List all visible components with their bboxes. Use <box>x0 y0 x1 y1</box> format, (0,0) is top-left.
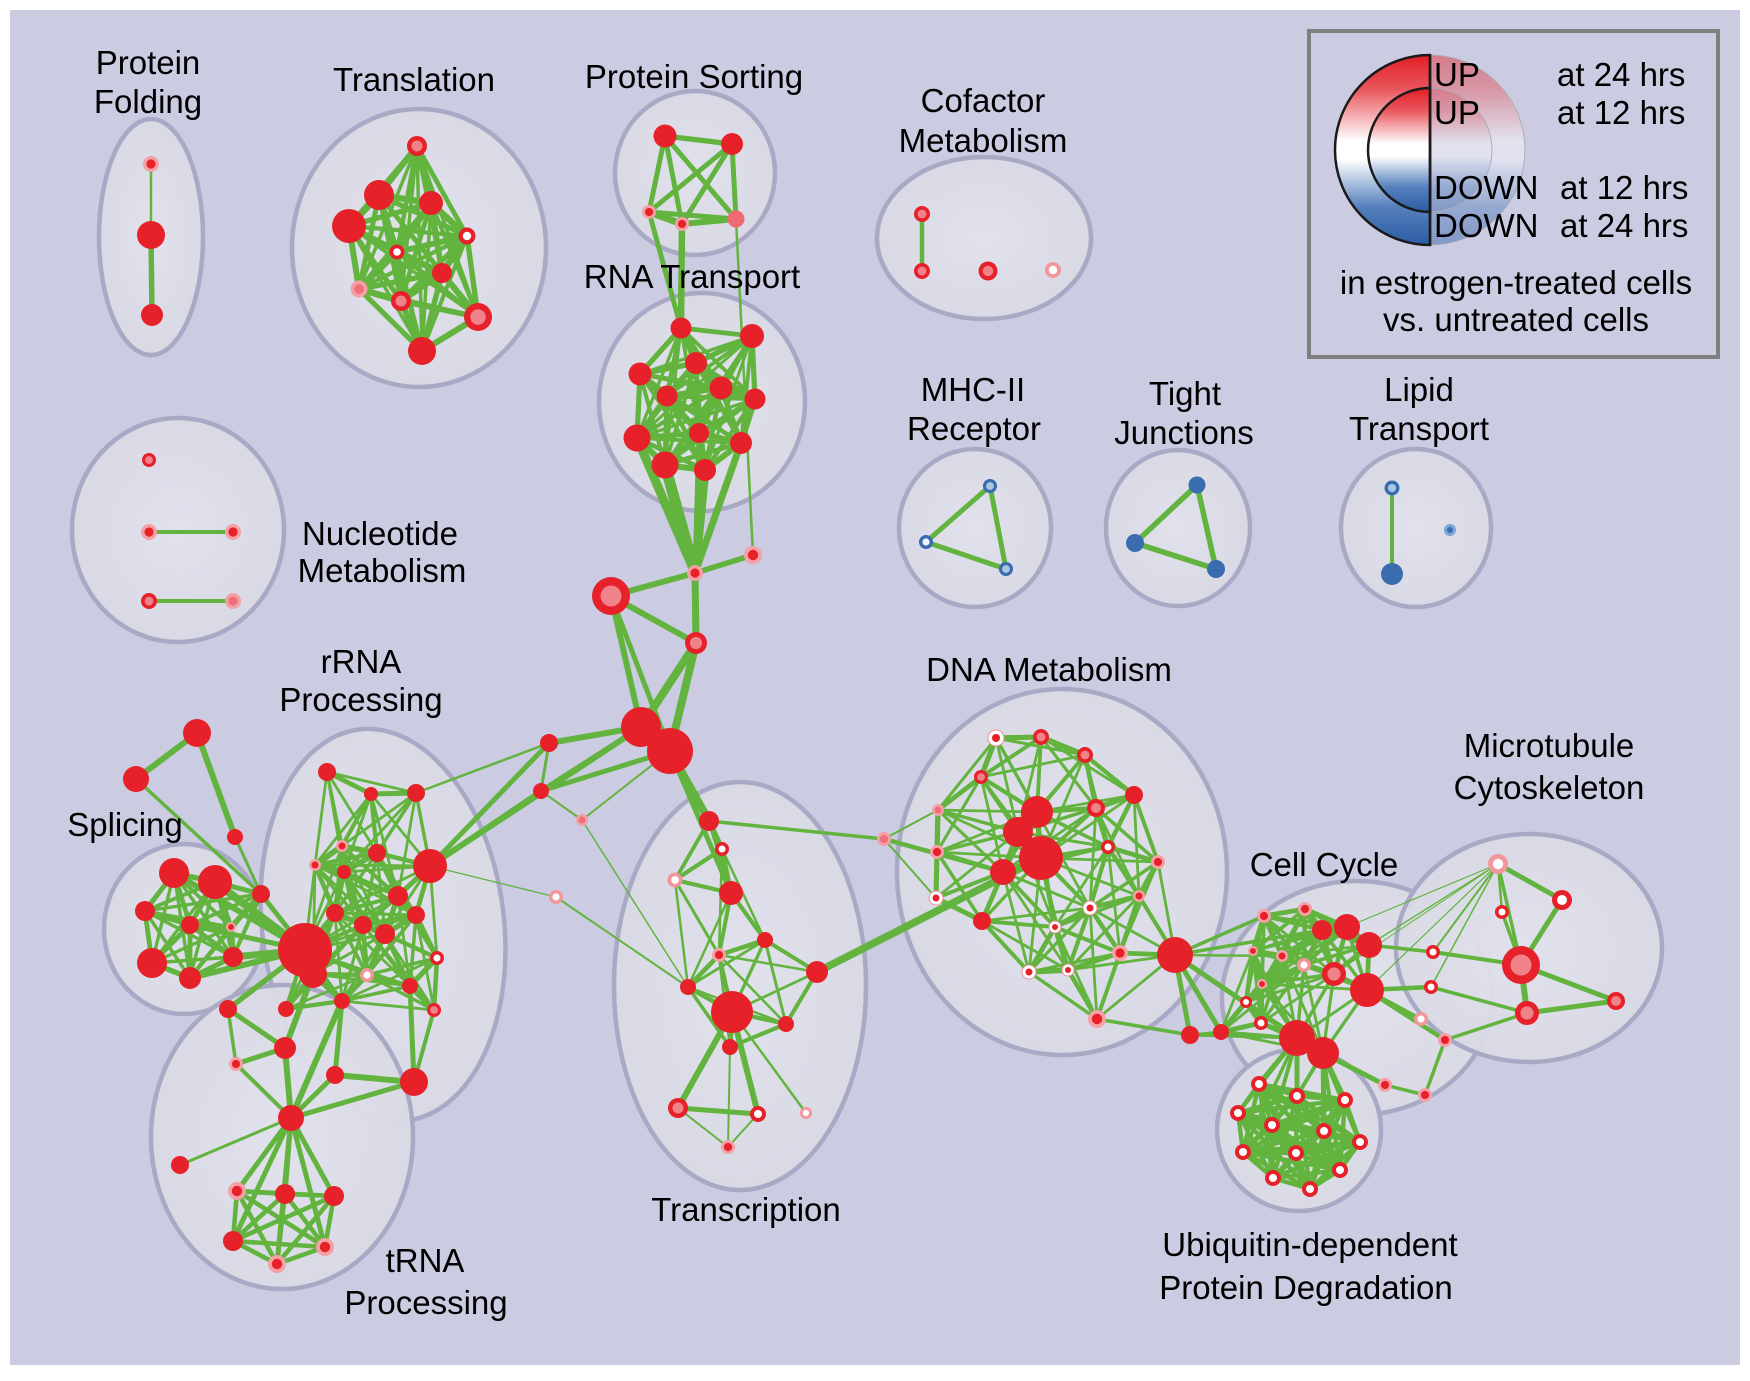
svg-text:Protein Degradation: Protein Degradation <box>1159 1269 1453 1306</box>
svg-text:Folding: Folding <box>94 83 202 120</box>
svg-text:at 24 hrs: at 24 hrs <box>1557 56 1685 93</box>
svg-text:UP: UP <box>1434 94 1480 131</box>
svg-text:Translation: Translation <box>333 61 495 98</box>
svg-text:Transcription: Transcription <box>651 1191 841 1228</box>
svg-text:at 24 hrs: at 24 hrs <box>1560 207 1688 244</box>
svg-text:Cofactor: Cofactor <box>921 82 1046 119</box>
svg-text:at 12 hrs: at 12 hrs <box>1557 94 1685 131</box>
svg-text:Lipid: Lipid <box>1384 371 1454 408</box>
svg-text:Protein: Protein <box>96 44 201 81</box>
svg-text:Junctions: Junctions <box>1114 414 1253 451</box>
svg-text:UP: UP <box>1434 56 1480 93</box>
svg-text:at 12 hrs: at 12 hrs <box>1560 169 1688 206</box>
svg-text:Metabolism: Metabolism <box>298 552 467 589</box>
svg-text:Processing: Processing <box>279 681 442 718</box>
svg-text:Cell Cycle: Cell Cycle <box>1250 846 1399 883</box>
svg-text:vs. untreated cells: vs. untreated cells <box>1383 301 1649 338</box>
svg-text:Microtubule: Microtubule <box>1464 727 1635 764</box>
svg-text:Protein Sorting: Protein Sorting <box>585 58 803 95</box>
svg-text:tRNA: tRNA <box>386 1242 465 1279</box>
svg-text:in estrogen-treated cells: in estrogen-treated cells <box>1340 264 1692 301</box>
svg-text:rRNA: rRNA <box>321 643 402 680</box>
svg-text:Nucleotide: Nucleotide <box>302 515 458 552</box>
svg-text:Metabolism: Metabolism <box>899 122 1068 159</box>
svg-text:DOWN: DOWN <box>1434 169 1538 206</box>
svg-text:RNA Transport: RNA Transport <box>584 258 800 295</box>
svg-text:DNA Metabolism: DNA Metabolism <box>926 651 1172 688</box>
svg-text:Processing: Processing <box>344 1284 507 1321</box>
svg-text:Receptor: Receptor <box>907 410 1041 447</box>
svg-text:Cytoskeleton: Cytoskeleton <box>1454 769 1645 806</box>
svg-text:Transport: Transport <box>1349 410 1489 447</box>
svg-text:Splicing: Splicing <box>67 806 183 843</box>
svg-text:MHC-II: MHC-II <box>921 371 1025 408</box>
svg-text:Tight: Tight <box>1149 375 1221 412</box>
svg-text:DOWN: DOWN <box>1434 207 1538 244</box>
svg-text:Ubiquitin-dependent: Ubiquitin-dependent <box>1162 1226 1457 1263</box>
